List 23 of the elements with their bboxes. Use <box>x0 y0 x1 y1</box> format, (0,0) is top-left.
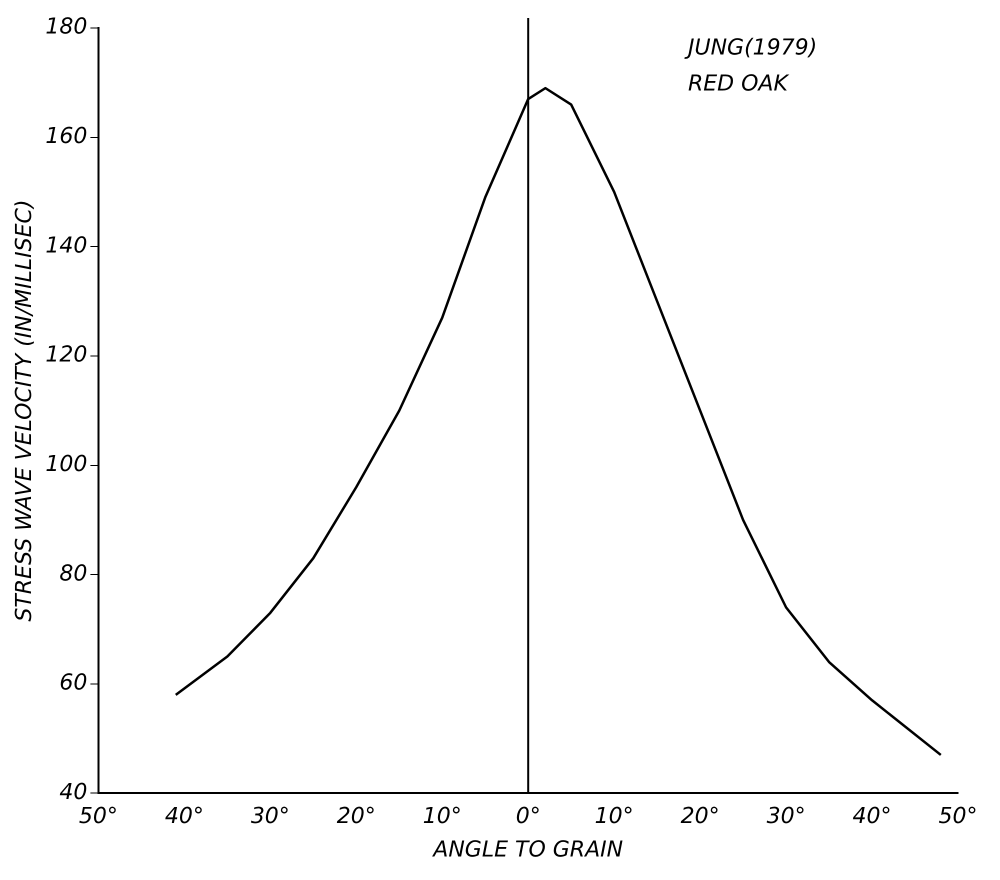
x-tick-label: 40° <box>852 804 892 830</box>
x-tick-label: 20° <box>336 804 376 830</box>
x-tick-label: 30° <box>250 804 290 830</box>
annotation: JUNG(1979) <box>684 36 818 61</box>
y-axis-title: STRESS WAVE VELOCITY (IN/MILLISEC) <box>12 200 37 622</box>
x-tick-label: 0° <box>516 804 541 830</box>
x-tick-label: 10° <box>422 804 462 830</box>
annotation: RED OAK <box>688 72 790 97</box>
y-tick-label: 100 <box>45 452 88 477</box>
y-tick-label: 40 <box>59 780 88 805</box>
y-tick-label: 160 <box>45 124 88 150</box>
y-tick-label: 120 <box>45 342 88 368</box>
x-tick-label: 20° <box>680 804 720 830</box>
y-tick-label: 80 <box>59 561 88 586</box>
y-tick-label: 180 <box>45 14 88 40</box>
x-tick-label: 10° <box>594 804 634 830</box>
x-tick-label: 50° <box>938 804 978 830</box>
x-tick-label: 40° <box>164 804 204 830</box>
x-axis-title: ANGLE TO GRAIN <box>431 838 624 863</box>
y-tick-label: 140 <box>45 233 88 258</box>
x-tick-label: 30° <box>766 804 806 830</box>
x-tick-label: 50° <box>78 804 118 830</box>
y-tick-label: 60 <box>59 670 88 696</box>
